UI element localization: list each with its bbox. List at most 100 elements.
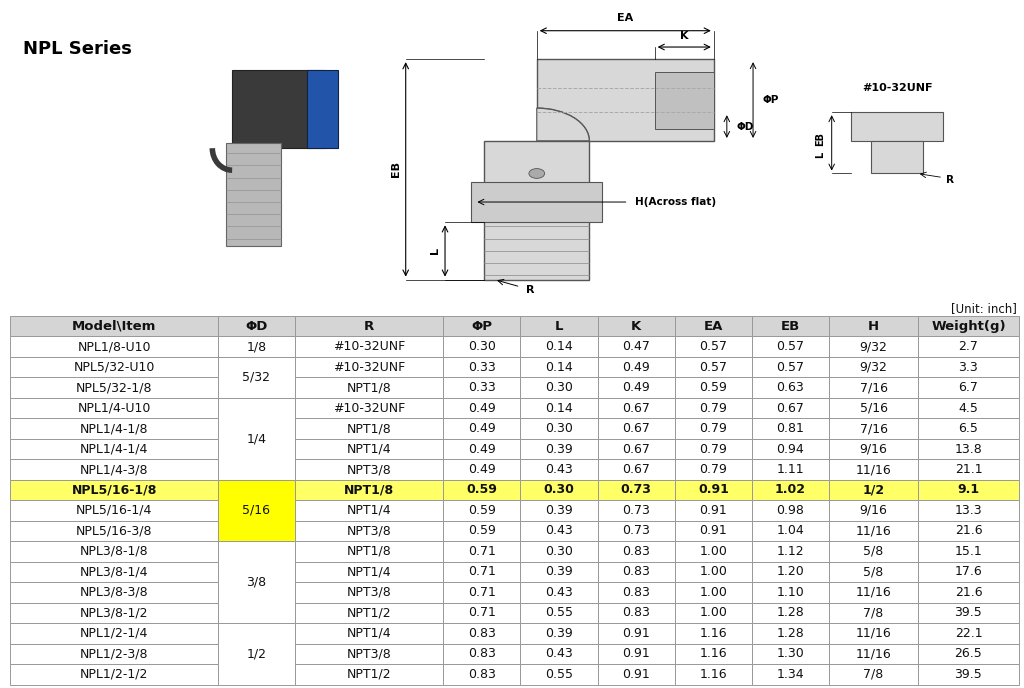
Bar — [654, 72, 714, 129]
Text: 9/32: 9/32 — [859, 340, 888, 353]
Bar — [218, 316, 295, 336]
Bar — [675, 643, 752, 664]
Bar — [675, 398, 752, 418]
Text: 13.3: 13.3 — [954, 504, 982, 517]
Text: 0.30: 0.30 — [545, 545, 573, 558]
Bar — [675, 439, 752, 460]
Bar — [295, 480, 443, 500]
Text: 0.59: 0.59 — [699, 381, 727, 394]
Text: EB: EB — [815, 132, 825, 146]
Bar — [598, 316, 675, 336]
Text: 11/16: 11/16 — [856, 586, 892, 599]
Text: NPL3/8-3/8: NPL3/8-3/8 — [80, 586, 148, 599]
Text: 15.1: 15.1 — [954, 545, 982, 558]
Text: 7/16: 7/16 — [859, 422, 888, 435]
Text: 0.49: 0.49 — [468, 402, 496, 415]
Text: NPT1/8: NPT1/8 — [347, 545, 391, 558]
Text: NPL1/4-1/4: NPL1/4-1/4 — [80, 442, 148, 455]
Text: 1.28: 1.28 — [776, 627, 804, 640]
Text: NPL1/4-U10: NPL1/4-U10 — [78, 402, 151, 415]
Bar — [520, 582, 598, 603]
Bar — [443, 377, 520, 398]
Text: NPL1/2-3/8: NPL1/2-3/8 — [80, 647, 148, 660]
Bar — [598, 460, 675, 480]
Text: 0.49: 0.49 — [468, 422, 496, 435]
Text: 0.33: 0.33 — [468, 361, 496, 374]
Bar — [675, 500, 752, 521]
Bar — [752, 541, 829, 561]
Bar — [598, 357, 675, 377]
Bar — [598, 377, 675, 398]
Text: 13.8: 13.8 — [954, 442, 982, 455]
Text: 0.71: 0.71 — [468, 545, 496, 558]
Text: 0.30: 0.30 — [545, 422, 573, 435]
Text: [Unit: inch]: [Unit: inch] — [951, 302, 1017, 315]
Text: 0.71: 0.71 — [468, 566, 496, 579]
Text: NPL1/8-U10: NPL1/8-U10 — [78, 340, 151, 353]
Text: NPL5/32-U10: NPL5/32-U10 — [74, 361, 155, 374]
Bar — [829, 480, 918, 500]
Bar — [295, 521, 443, 541]
Text: NPL5/16-1/4: NPL5/16-1/4 — [76, 504, 153, 517]
Text: ΦD: ΦD — [246, 320, 267, 333]
Bar — [295, 500, 443, 521]
Text: NPT1/8: NPT1/8 — [347, 381, 391, 394]
Bar — [829, 418, 918, 439]
Text: 3.3: 3.3 — [958, 361, 978, 374]
Text: 5/16: 5/16 — [243, 504, 270, 517]
Text: 21.6: 21.6 — [954, 586, 982, 599]
Bar — [520, 460, 598, 480]
Text: 0.57: 0.57 — [776, 361, 805, 374]
Text: 0.94: 0.94 — [776, 442, 804, 455]
Text: 0.79: 0.79 — [699, 442, 727, 455]
Bar — [918, 418, 1019, 439]
Bar — [829, 664, 918, 685]
Text: ΦP: ΦP — [763, 95, 779, 105]
Bar — [218, 336, 295, 357]
Bar — [443, 623, 520, 643]
Bar — [829, 500, 918, 521]
Bar — [520, 439, 598, 460]
Bar — [752, 480, 829, 500]
Bar — [829, 561, 918, 582]
Bar — [520, 541, 598, 561]
Bar — [10, 439, 218, 460]
Text: 1.00: 1.00 — [699, 606, 727, 619]
Text: 1.00: 1.00 — [699, 586, 727, 599]
Text: 0.43: 0.43 — [545, 524, 573, 537]
Text: 0.59: 0.59 — [468, 524, 496, 537]
Bar — [829, 377, 918, 398]
Bar — [10, 582, 218, 603]
Bar — [829, 582, 918, 603]
Bar — [520, 500, 598, 521]
Bar — [520, 623, 598, 643]
Text: L: L — [555, 320, 563, 333]
Text: 1.16: 1.16 — [699, 627, 727, 640]
Text: 1.11: 1.11 — [776, 463, 804, 476]
Text: NPT1/4: NPT1/4 — [347, 627, 391, 640]
Bar — [10, 603, 218, 623]
Text: 1/8: 1/8 — [247, 340, 266, 353]
Bar — [675, 480, 752, 500]
Bar — [443, 521, 520, 541]
Bar — [10, 521, 218, 541]
Bar — [918, 398, 1019, 418]
Text: 1.30: 1.30 — [776, 647, 804, 660]
Bar — [918, 582, 1019, 603]
Text: 0.39: 0.39 — [545, 504, 573, 517]
Text: 0.83: 0.83 — [623, 545, 650, 558]
Text: 39.5: 39.5 — [954, 606, 982, 619]
Text: R: R — [945, 175, 953, 184]
Bar — [295, 582, 443, 603]
Text: NPT1/2: NPT1/2 — [347, 668, 391, 681]
Text: 39.5: 39.5 — [954, 668, 982, 681]
Text: 1.10: 1.10 — [776, 586, 804, 599]
Text: 0.30: 0.30 — [545, 381, 573, 394]
Bar — [851, 112, 943, 141]
Bar — [752, 398, 829, 418]
Bar — [10, 561, 218, 582]
Text: 4.5: 4.5 — [958, 402, 978, 415]
Text: K: K — [631, 320, 641, 333]
Bar — [218, 480, 295, 541]
Text: 0.81: 0.81 — [776, 422, 805, 435]
